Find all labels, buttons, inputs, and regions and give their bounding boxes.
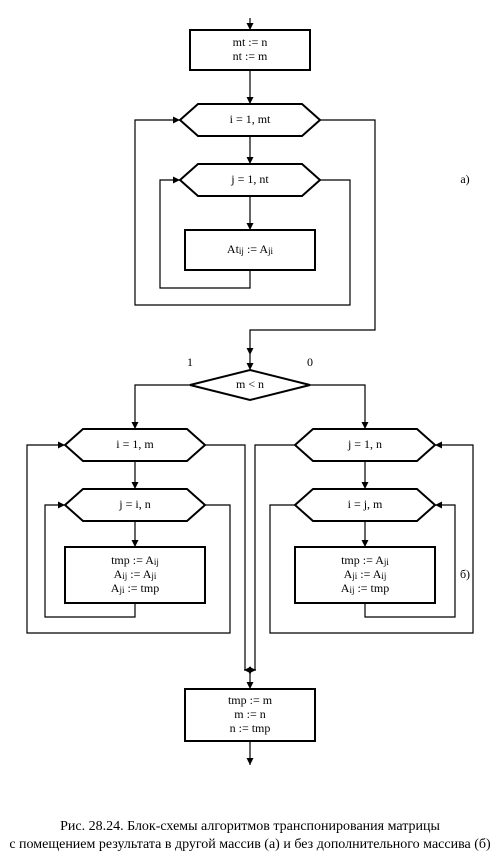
caption-line1: Рис. 28.24. Блок-схемы алгоритмов трансп… bbox=[60, 819, 440, 834]
connector bbox=[255, 445, 295, 670]
n12-line: tmp := m bbox=[228, 693, 273, 707]
n12-line: m := n bbox=[234, 707, 265, 721]
n8-line: Aji := tmp bbox=[111, 581, 159, 596]
n10-line: i = j, m bbox=[348, 497, 383, 511]
branch-left: 1 bbox=[187, 355, 193, 369]
side-label-b: б) bbox=[460, 567, 470, 581]
branch-right: 0 bbox=[307, 355, 313, 369]
n3-line: j = 1, nt bbox=[230, 172, 269, 186]
n11-line: Aji := Aij bbox=[344, 567, 387, 582]
connector bbox=[270, 445, 473, 633]
n2-line: i = 1, mt bbox=[230, 112, 271, 126]
flowchart-diagram: mt := nnt := m i = 1, mt j = 1, nt Atij := … bbox=[0, 0, 500, 863]
n9-line: j = 1, n bbox=[347, 437, 382, 451]
n5-line: m < n bbox=[236, 377, 264, 391]
n11-line: Aij := tmp bbox=[341, 581, 389, 596]
connector bbox=[205, 445, 245, 670]
connector bbox=[135, 120, 350, 305]
n6-line: i = 1, m bbox=[116, 437, 154, 451]
n4-line: Atij := Aji bbox=[227, 242, 274, 257]
n12-line: n := tmp bbox=[230, 721, 271, 735]
n11-line: tmp := Aji bbox=[341, 553, 389, 568]
connector bbox=[135, 385, 190, 429]
n7-line: j = i, n bbox=[118, 497, 150, 511]
n8-line: tmp := Aij bbox=[111, 553, 159, 568]
connector bbox=[27, 445, 230, 633]
n8-line: Aij := Aji bbox=[114, 567, 157, 582]
connector bbox=[310, 385, 365, 429]
n1-line: nt := m bbox=[233, 49, 268, 63]
n1-line: mt := n bbox=[233, 35, 268, 49]
caption-line2: с помещением результата в другой массив … bbox=[9, 837, 491, 852]
side-label-a: а) bbox=[460, 172, 469, 186]
